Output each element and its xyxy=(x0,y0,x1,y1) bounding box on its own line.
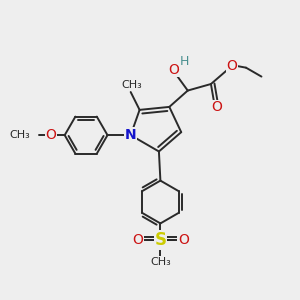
Text: CH₃: CH₃ xyxy=(150,257,171,267)
Text: O: O xyxy=(211,100,222,114)
Text: O: O xyxy=(132,233,143,247)
Text: O: O xyxy=(168,63,179,77)
Text: O: O xyxy=(178,233,189,247)
Text: N: N xyxy=(124,128,136,142)
Text: O: O xyxy=(226,59,237,73)
Text: S: S xyxy=(154,231,166,249)
Text: CH₃: CH₃ xyxy=(10,130,30,140)
Text: H: H xyxy=(180,55,190,68)
Text: CH₃: CH₃ xyxy=(122,80,142,90)
Text: O: O xyxy=(46,128,56,142)
